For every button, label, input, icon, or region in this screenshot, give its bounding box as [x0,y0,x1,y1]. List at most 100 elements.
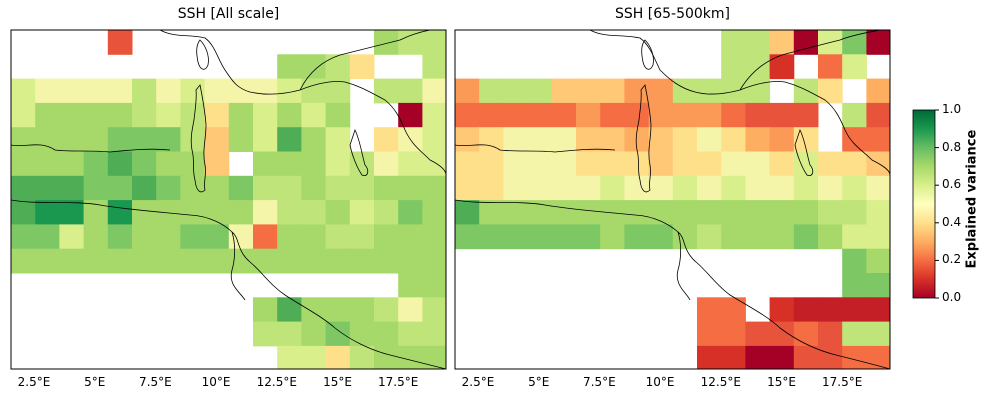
grid-cell [793,102,819,128]
grid-cell [156,224,181,250]
grid-cell [11,151,36,177]
grid-cell [818,297,843,323]
grid-cell [842,224,867,250]
grid-cell [551,78,577,104]
grid-cell [455,175,480,201]
grid-cell [527,175,553,201]
grid-cell [107,102,133,128]
grid-cell [11,78,36,104]
grid-cell [301,102,327,128]
grid-cell [277,297,302,323]
grid-cell [866,200,890,225]
grid-cell [398,321,423,347]
left-map-cells [11,30,544,369]
grid-cell [228,78,254,104]
grid-cell [842,30,867,55]
grid-cell [745,345,771,369]
grid-cell [769,321,795,347]
grid-cell [422,102,446,128]
grid-cell [503,102,529,128]
grid-cell [156,175,181,201]
grid-cell [35,151,60,177]
grid-cell [277,200,302,225]
grid-cell [745,321,771,347]
grid-cell [769,30,795,55]
grid-cell [963,103,988,128]
grid-cell [83,175,109,201]
grid-cell [527,102,553,128]
grid-cell [132,151,157,177]
grid-cell [422,78,446,104]
grid-cell [11,102,36,128]
grid-cell [374,127,399,152]
grid-cell [721,345,746,369]
grid-cell [866,224,890,250]
grid-cell [277,224,302,250]
colorbar-tick-label: 0.4 [942,215,962,229]
grid-cell [963,346,988,371]
colorbar-ticks [935,109,939,299]
grid-cell [180,248,206,274]
grid-cell [842,297,867,323]
grid-cell [301,224,327,250]
grid-cell [398,248,423,274]
grid-cell [422,30,446,55]
grid-cell [769,224,795,250]
grid-cell [253,151,278,177]
grid-cell [349,151,375,177]
grid-cell [35,200,60,225]
grid-cell [253,102,278,128]
grid-cell [503,151,529,177]
grid-cell [495,297,520,322]
grid-cell [277,127,302,152]
grid-cell [301,175,327,201]
grid-cell [793,78,819,104]
grid-cell [519,249,544,274]
grid-cell [471,297,496,322]
grid-cell [479,200,504,225]
grid-cell [551,102,577,128]
grid-cell [325,102,351,128]
grid-cell [939,322,964,347]
grid-cell [551,224,577,250]
grid-cell [866,102,890,128]
grid-cell [866,248,890,274]
grid-cell [228,175,254,201]
grid-cell [624,151,650,177]
grid-cell [745,200,771,225]
grid-cell [600,151,625,177]
grid-cell [59,151,85,177]
grid-cell [624,102,650,128]
grid-cell [769,127,795,152]
colorbar-tick-label: 0.2 [942,252,962,266]
grid-cell [495,273,520,298]
colorbar-tick-label: 1.0 [942,102,962,116]
grid-cell [59,224,85,250]
grid-cell [842,345,867,369]
grid-cell [156,102,181,128]
grid-cell [818,175,843,201]
grid-cell [697,321,722,347]
grid-cell [83,151,109,177]
grid-cell [672,78,698,104]
grid-cell [59,78,85,104]
grid-cell [204,175,230,201]
grid-cell [277,321,302,347]
grid-cell [374,200,399,225]
grid-cell [107,200,133,225]
grid-cell [939,152,964,177]
grid-cell [697,175,722,201]
grid-cell [697,151,722,177]
grid-cell [11,248,36,274]
grid-cell [769,200,795,225]
colorbar-tick-label: 0.8 [942,140,962,154]
grid-cell [374,321,399,347]
x-tick-label: 2.5°E [461,375,495,389]
grid-cell [228,248,254,274]
grid-cell [721,54,746,80]
x-tick-label: 12.5°E [700,375,741,389]
grid-cell [253,224,278,250]
colorbar-tick-label: 0.6 [942,177,962,191]
grid-cell [156,78,181,104]
grid-cell [745,127,771,152]
